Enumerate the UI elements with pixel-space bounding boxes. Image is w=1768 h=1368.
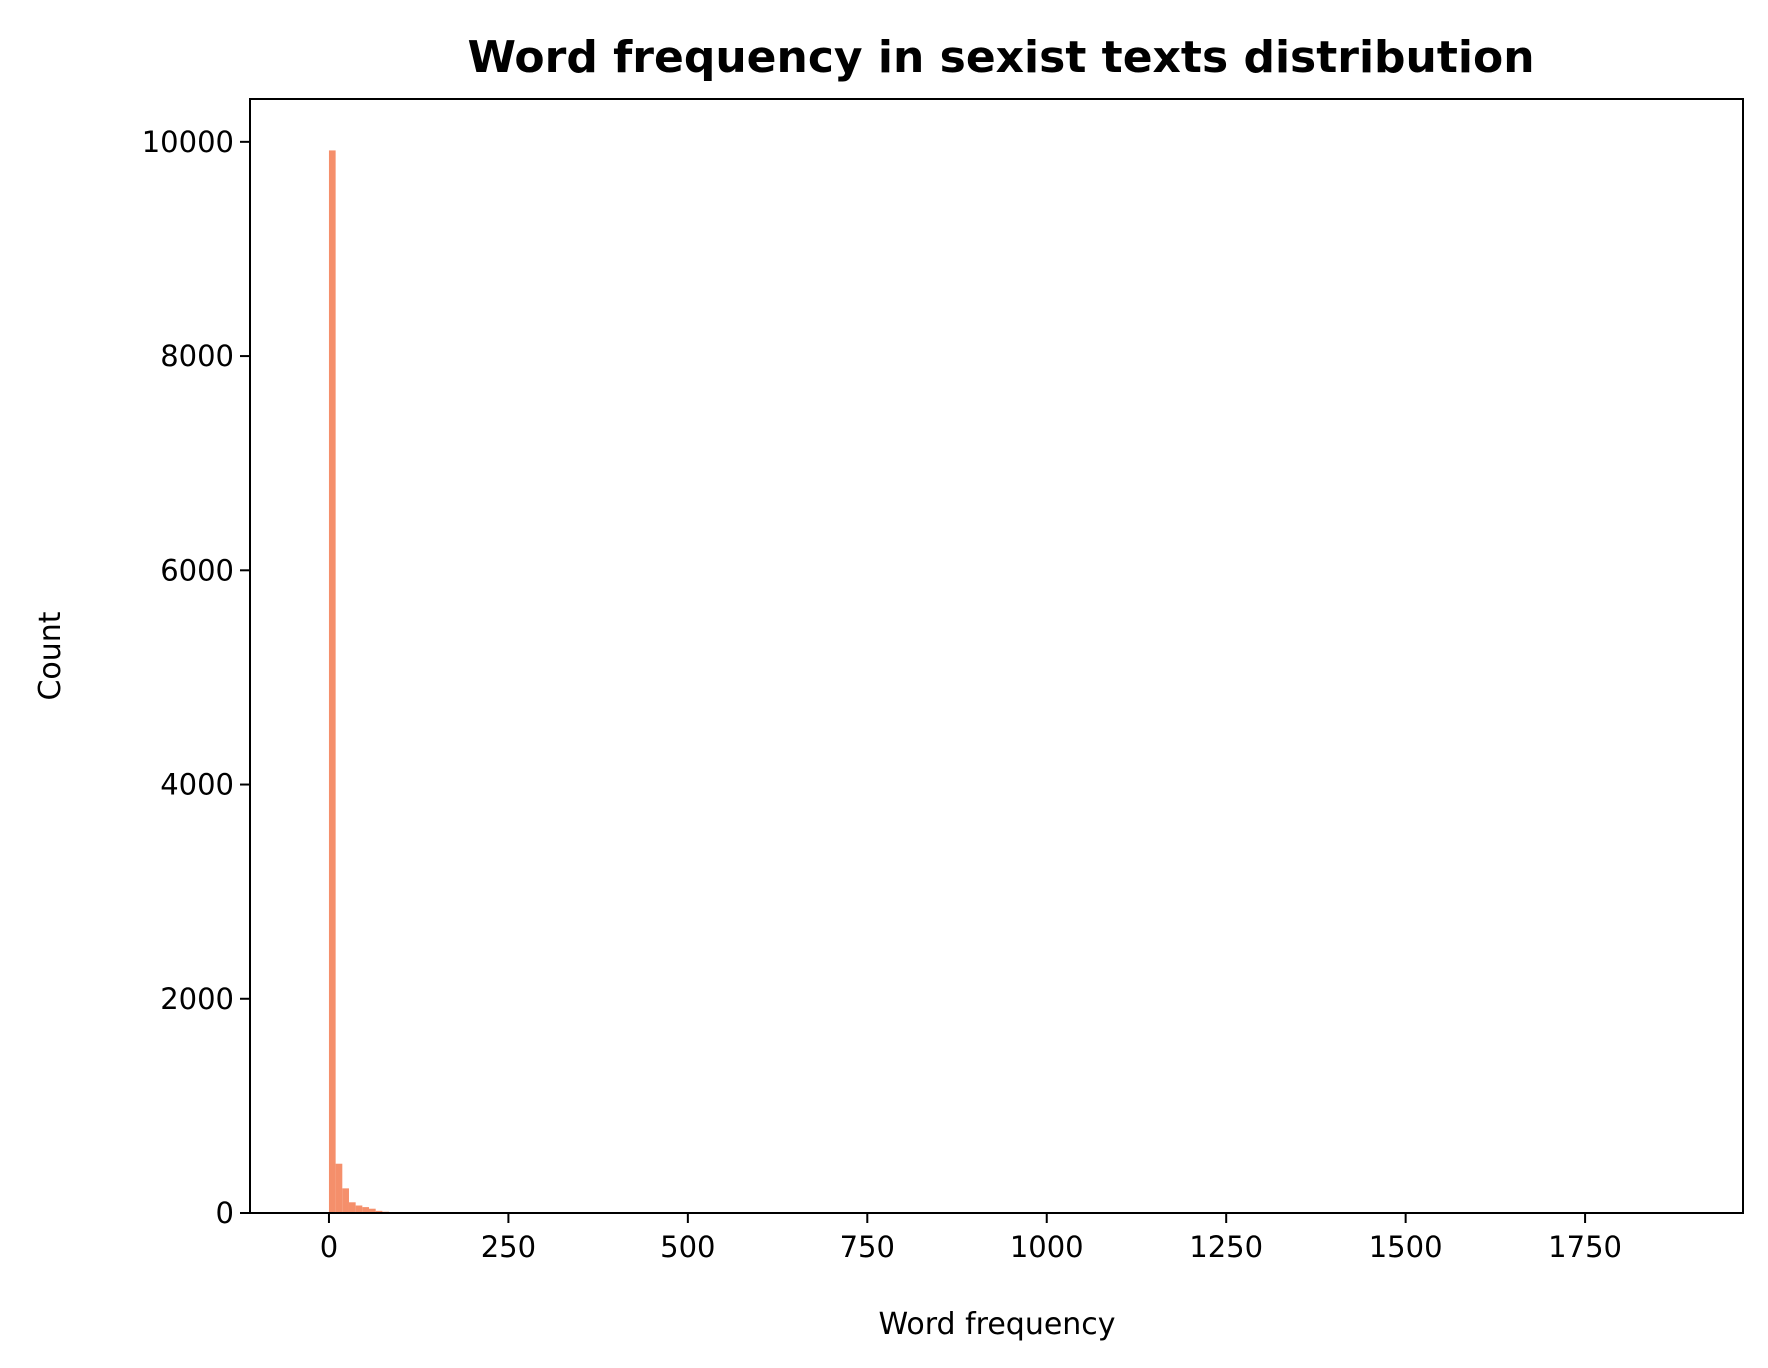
y-tick-label: 10000 [142,125,234,159]
x-tick-label: 250 [481,1230,536,1264]
y-axis-label: Count [33,611,68,700]
y-axis: 0 2000 4000 6000 8000 10000 [142,125,250,1230]
histogram-bars [328,150,396,1213]
x-axis: 0 250 500 750 1000 1250 1500 1750 [320,1213,1622,1264]
x-tick-label: 1250 [1189,1230,1263,1264]
histogram-bar [342,1188,349,1213]
x-tick-label: 1750 [1548,1230,1622,1264]
y-tick-label: 6000 [160,553,234,587]
y-tick-label: 4000 [160,768,234,802]
histogram-bar [348,1202,356,1213]
y-tick-label: 0 [216,1196,234,1230]
histogram-bar [369,1208,376,1213]
x-tick-label: 500 [660,1230,715,1264]
histogram-bar [328,150,336,1213]
x-axis-label: Word frequency [878,1307,1115,1342]
histogram-bar [375,1210,383,1213]
y-tick-label: 8000 [160,339,234,373]
chart-title: Word frequency in sexist texts distribut… [467,32,1534,83]
x-tick-label: 750 [840,1230,895,1264]
histogram-bar [335,1163,343,1213]
x-tick-label: 1500 [1369,1230,1443,1264]
plot-frame [249,98,1744,1214]
x-tick-label: 0 [320,1230,338,1264]
y-tick-label: 2000 [160,982,234,1016]
histogram-bar [355,1205,363,1213]
x-tick-label: 1000 [1010,1230,1084,1264]
histogram-bar [362,1207,370,1213]
